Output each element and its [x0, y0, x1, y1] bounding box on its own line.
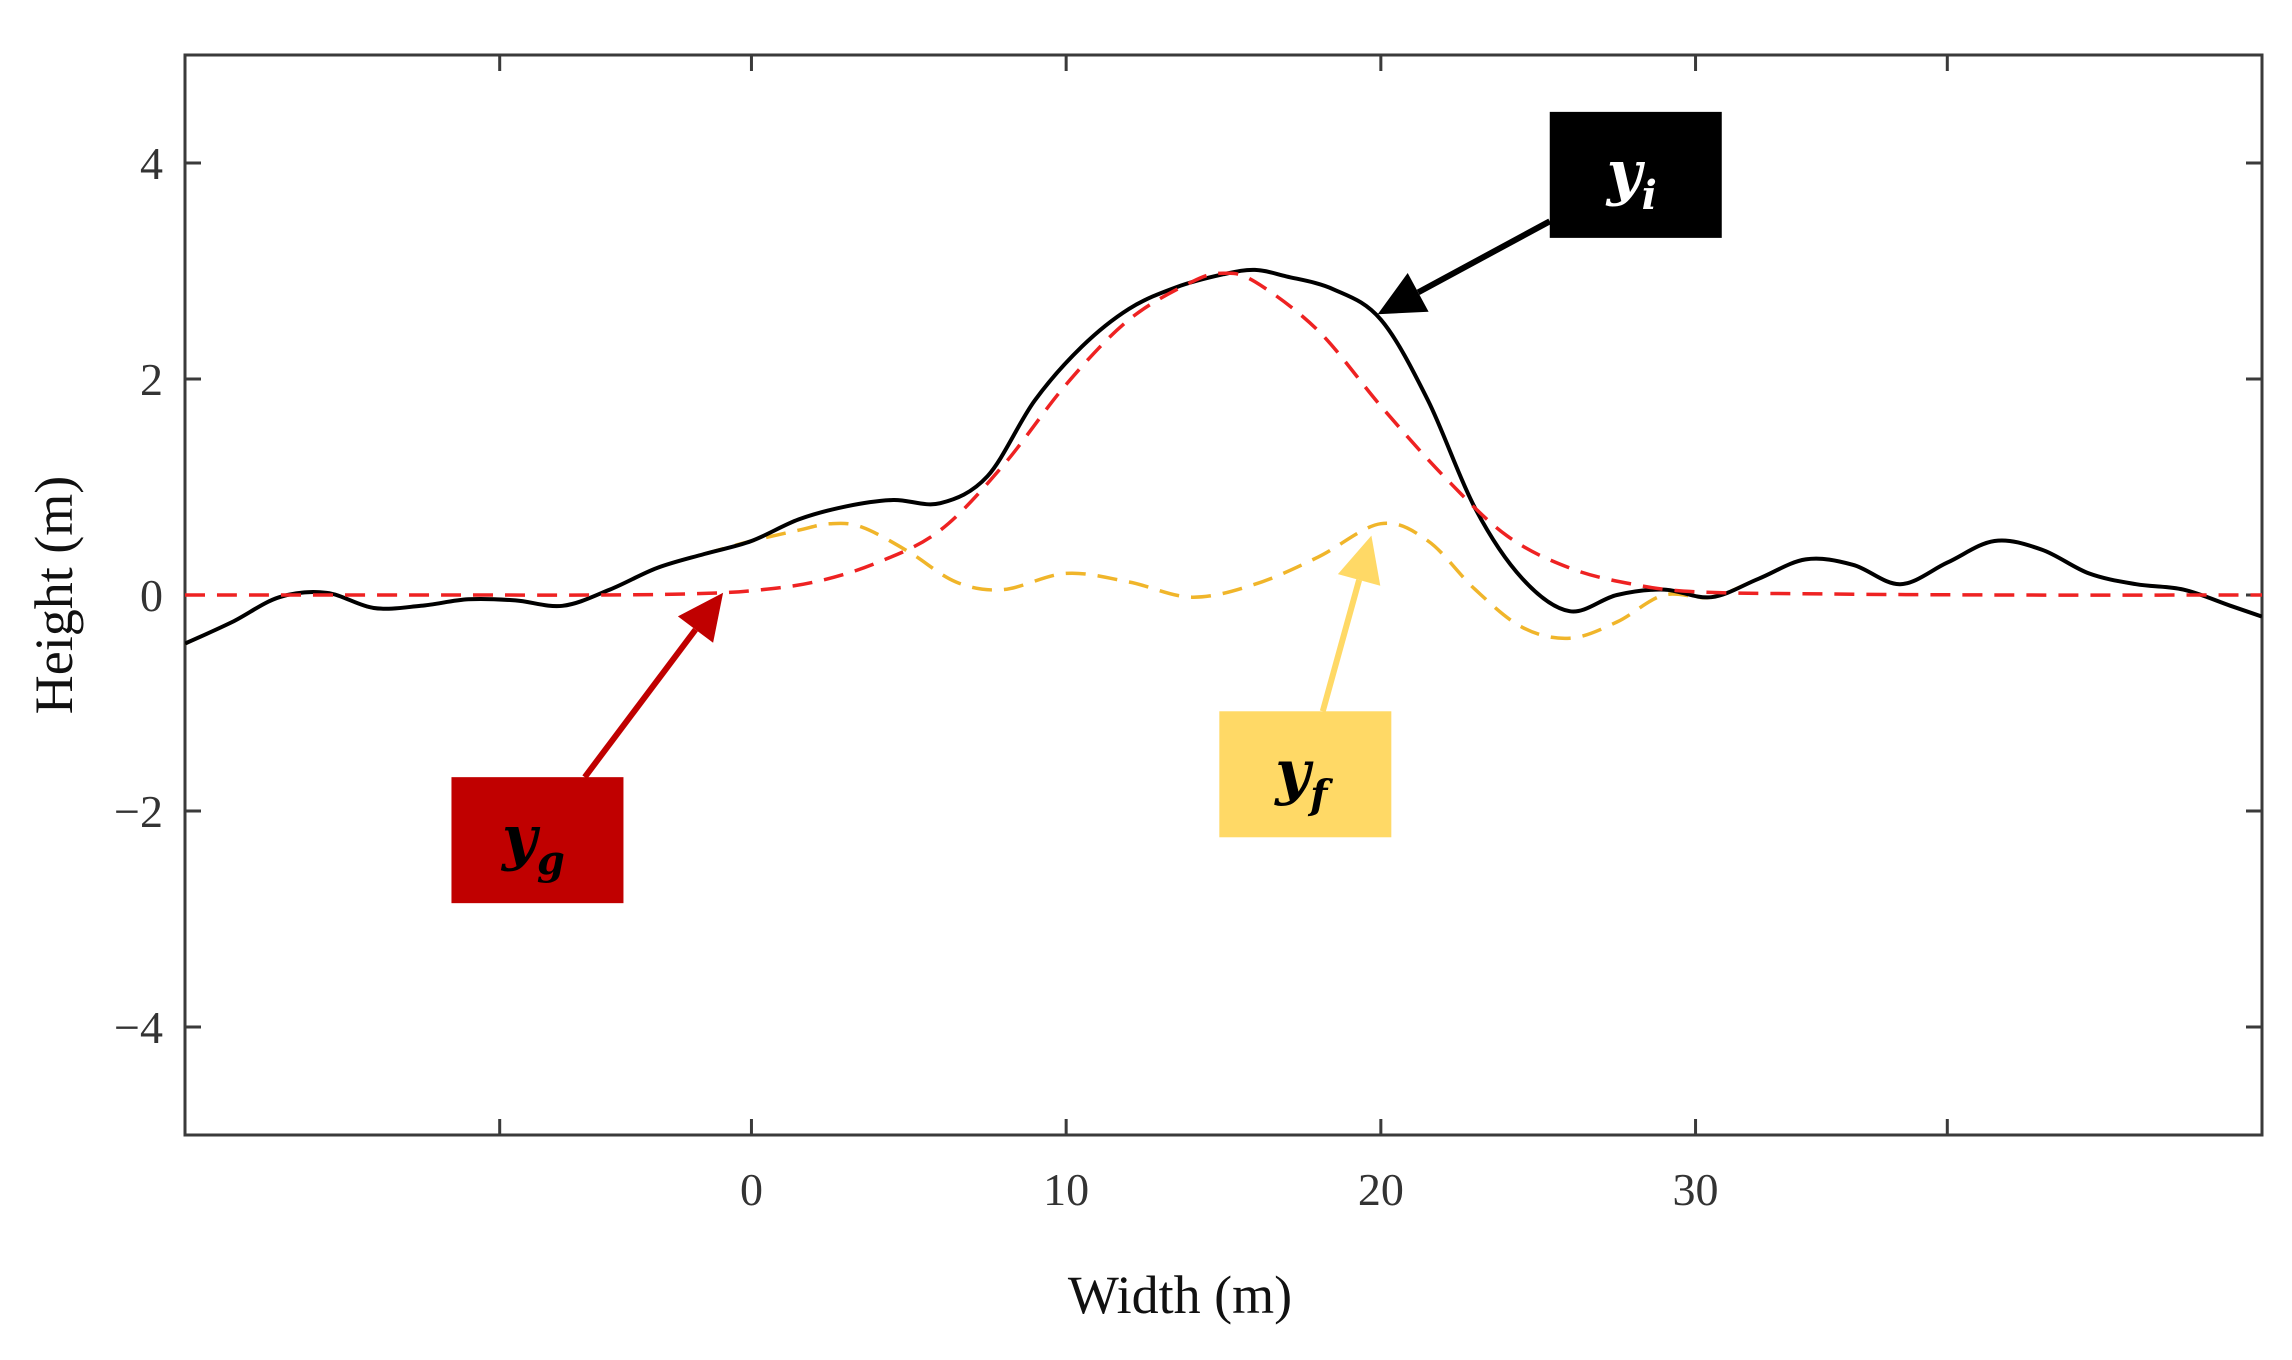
x-tick-label: 20 — [1358, 1164, 1404, 1215]
series-layer — [185, 267, 2262, 646]
y-tick-label: −2 — [114, 786, 163, 837]
annotation-arrow-y-f — [1319, 579, 1363, 713]
y-tick-label: 4 — [140, 138, 163, 189]
annotation-arrowhead-y-i — [1377, 273, 1429, 315]
x-tick-label: 30 — [1673, 1164, 1719, 1215]
x-tick-label: 10 — [1043, 1164, 1089, 1215]
y-tick-label: 0 — [140, 570, 163, 621]
annotation-box-y-i — [1549, 111, 1722, 238]
annotation-arrow-y-i — [1416, 218, 1552, 295]
annotation-arrow-y-g — [582, 627, 698, 779]
annotation-arrowhead-y-g — [677, 592, 724, 643]
annotation-arrowhead-y-f — [1337, 535, 1381, 586]
annotation-label-y-i: yi — [1605, 138, 1657, 219]
annotation-box-y-g — [451, 777, 624, 904]
x-tick-label: 0 — [740, 1164, 763, 1215]
series-line-y-i — [185, 267, 2262, 646]
annotation-label-y-g: yg — [500, 803, 565, 884]
series-line-y-g — [185, 271, 2262, 597]
axis-ticks: 0 10 20 30 −4 −2 0 2 4 — [114, 55, 2262, 1215]
annotation-box-y-f — [1219, 711, 1392, 838]
x-axis-title: Width (m) — [1068, 1265, 1292, 1325]
y-tick-label: 2 — [140, 354, 163, 405]
y-axis-title: Height (m) — [24, 476, 84, 714]
y-tick-label: −4 — [114, 1002, 163, 1053]
